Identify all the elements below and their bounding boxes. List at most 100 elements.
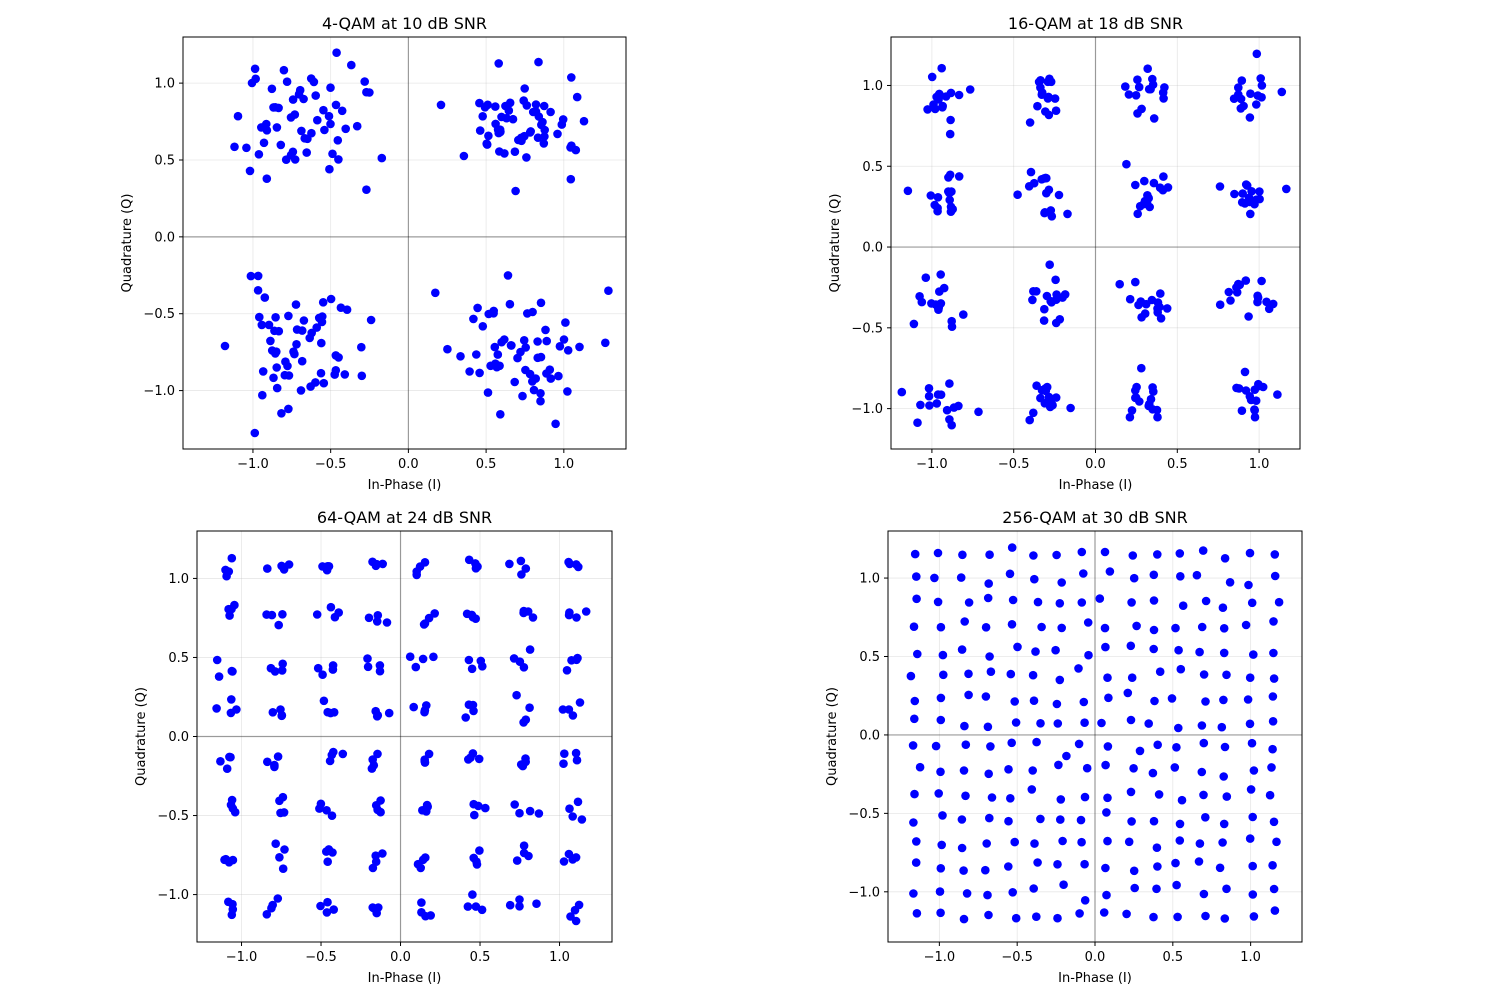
data-point [1219,772,1228,781]
data-point [1268,861,1277,870]
data-point [1124,837,1134,847]
data-point [1195,839,1205,848]
data-point [1245,719,1255,729]
data-point [226,800,236,810]
data-point [1268,299,1278,309]
data-point [1053,860,1062,869]
data-point [933,597,943,607]
data-point [558,705,568,714]
zero-lines [183,37,626,449]
data-point [277,409,286,418]
data-point [227,666,237,676]
data-point [1274,597,1284,607]
data-point [515,895,524,904]
data-point [326,83,335,92]
data-point [475,126,485,135]
data-point [270,667,280,676]
data-point [1080,896,1090,905]
data-point [521,564,531,573]
data-point [1104,693,1113,703]
data-point [405,652,415,661]
data-point [1080,859,1089,869]
data-point [1149,816,1159,826]
data-point [340,370,350,379]
data-point [1127,673,1137,682]
data-point [221,565,230,575]
data-point [1220,554,1230,563]
data-point [981,692,991,701]
data-point [1149,596,1159,605]
data-point [1238,189,1247,198]
data-point [1028,670,1038,680]
data-point [546,107,555,117]
data-point [1042,291,1052,301]
data-point [1253,91,1263,100]
x-axis-label: In-Phase (I) [1059,478,1133,493]
data-point [933,193,943,202]
data-point [1150,696,1159,706]
data-point [342,305,352,315]
y-tick-label: −0.5 [157,809,189,824]
data-point [945,379,954,388]
data-point [1026,167,1036,177]
x-axis-label: In-Phase (I) [368,971,442,986]
y-tick-label: 1.0 [168,572,189,587]
data-point [1175,819,1185,829]
data-point [268,708,278,717]
data-point [957,645,967,654]
data-point [526,127,535,136]
data-point [982,839,991,848]
data-point [1100,623,1110,633]
data-point [1248,812,1257,822]
data-point [1163,183,1173,192]
data-point [1249,766,1259,775]
data-point [278,864,288,873]
data-point [915,762,925,772]
data-point [382,618,392,627]
data-point [1247,598,1257,608]
data-point [1177,795,1187,805]
data-point [1201,596,1211,606]
data-point [411,662,421,672]
y-axis-label: Quadrature (Q) [828,194,843,293]
data-point [331,351,341,360]
data-point [322,565,332,575]
data-point [1029,696,1039,705]
data-point [373,749,382,759]
data-point [473,562,482,571]
data-point [984,910,993,920]
data-point [572,613,581,622]
x-ticks: −1.0 −0.5 0.0 0.5 1.0 [226,942,570,965]
data-point [1047,212,1057,221]
data-point [1005,569,1015,579]
data-point [534,57,543,67]
data-point [937,63,946,73]
data-point [985,652,994,661]
data-point [909,319,919,329]
data-point [572,92,582,102]
data-point [259,138,269,148]
data-point [495,125,505,134]
y-tick-label: −0.5 [851,321,883,336]
data-point [245,166,255,176]
data-point [521,343,530,352]
data-point [516,133,526,143]
data-point [277,711,287,720]
data-point [981,865,990,875]
data-point [1241,180,1251,189]
data-point [464,655,474,665]
data-point [601,338,610,348]
data-point [1103,793,1112,803]
data-point [1159,172,1168,181]
data-point [1075,909,1084,918]
data-point [1030,839,1039,848]
data-point [1103,836,1112,846]
data-point [212,704,221,713]
data-point [568,812,577,821]
data-point [1247,738,1257,748]
data-point [278,610,287,619]
data-point [531,374,540,383]
data-point [1167,694,1177,703]
data-point [938,103,947,112]
data-point [1037,385,1047,395]
